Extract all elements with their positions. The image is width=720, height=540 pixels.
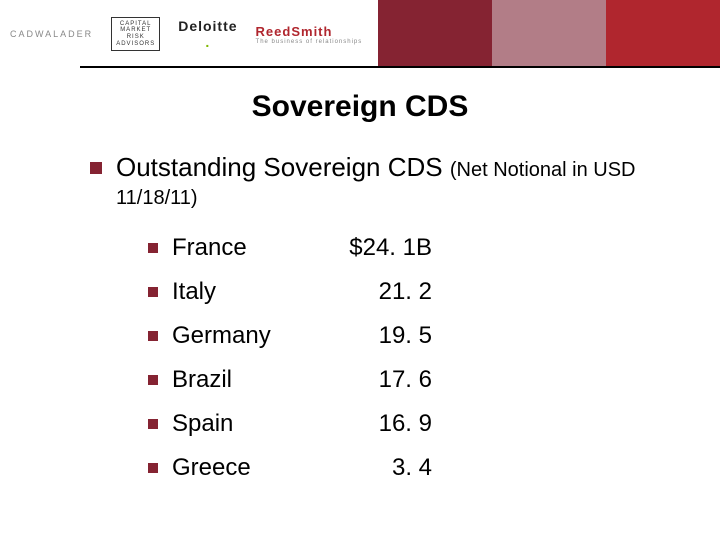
main-heading: Outstanding Sovereign CDS (Net Notional … <box>116 152 635 183</box>
logo-deloitte-text: Deloitte <box>178 18 237 34</box>
bullet-square-icon <box>148 419 158 429</box>
bullet-square-icon <box>148 287 158 297</box>
logo-reedsmith-sub: The business of relationships <box>256 39 363 45</box>
logo-cmra-line: MARKET <box>120 27 151 34</box>
list-item: Spain16. 9 <box>148 410 680 438</box>
country-label: France <box>172 234 332 262</box>
main-bullet: Outstanding Sovereign CDS (Net Notional … <box>90 152 680 183</box>
list-item: Germany19. 5 <box>148 322 680 350</box>
value-label: 17. 6 <box>332 366 432 394</box>
color-block-3 <box>606 0 720 66</box>
list-item: Italy21. 2 <box>148 278 680 306</box>
main-heading-text: Outstanding Sovereign CDS <box>116 152 450 182</box>
country-label: Germany <box>172 322 332 350</box>
bullet-square-icon <box>148 331 158 341</box>
slide-title: Sovereign CDS <box>40 90 680 124</box>
header: CADWALADER CAPITAL MARKET RISK ADVISORS … <box>0 0 720 72</box>
color-block-2 <box>492 0 606 66</box>
value-label: 19. 5 <box>332 322 432 350</box>
main-heading-note: (Net Notional in USD <box>450 159 636 181</box>
logo-reedsmith: ReedSmith The business of relationships <box>256 24 363 45</box>
data-rows: France$24. 1BItaly21. 2Germany19. 5Brazi… <box>148 234 680 482</box>
bullet-square-icon <box>148 375 158 385</box>
country-label: Greece <box>172 454 332 482</box>
value-label: $24. 1B <box>332 234 432 262</box>
country-label: Brazil <box>172 366 332 394</box>
list-item: Greece3. 4 <box>148 454 680 482</box>
bullet-square-icon <box>148 243 158 253</box>
logo-deloitte-dot: . <box>205 34 210 50</box>
bullet-square-icon <box>90 162 102 174</box>
list-item: France$24. 1B <box>148 234 680 262</box>
logo-cmra-line: ADVISORS <box>116 41 155 48</box>
header-color-blocks <box>378 0 720 66</box>
logo-deloitte: Deloitte. <box>178 18 237 50</box>
logo-cmra-line: RISK <box>127 34 145 41</box>
value-label: 16. 9 <box>332 410 432 438</box>
slide-content: Sovereign CDS Outstanding Sovereign CDS … <box>0 72 720 482</box>
list-item: Brazil17. 6 <box>148 366 680 394</box>
country-label: Italy <box>172 278 332 306</box>
value-label: 3. 4 <box>332 454 432 482</box>
country-label: Spain <box>172 410 332 438</box>
header-rule <box>80 66 720 68</box>
logo-strip: CADWALADER CAPITAL MARKET RISK ADVISORS … <box>10 10 362 58</box>
logo-reedsmith-main: ReedSmith <box>256 24 333 39</box>
value-label: 21. 2 <box>332 278 432 306</box>
bullet-square-icon <box>148 463 158 473</box>
color-block-1 <box>378 0 492 66</box>
logo-cadwalader: CADWALADER <box>10 29 93 39</box>
logo-cmra-line: CAPITAL <box>120 21 152 28</box>
main-heading-date: 11/18/11) <box>116 187 680 210</box>
logo-cmra: CAPITAL MARKET RISK ADVISORS <box>111 17 160 51</box>
